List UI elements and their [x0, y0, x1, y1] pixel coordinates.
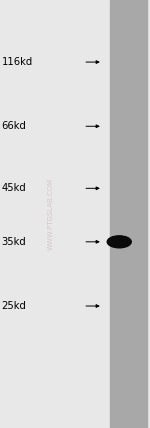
- Text: 116kd: 116kd: [2, 57, 33, 67]
- Text: 45kd: 45kd: [2, 183, 26, 193]
- Text: 25kd: 25kd: [2, 301, 26, 311]
- Text: 35kd: 35kd: [2, 237, 26, 247]
- Ellipse shape: [107, 236, 131, 248]
- Text: WWW.PTGSLAB.COM: WWW.PTGSLAB.COM: [48, 178, 54, 250]
- Bar: [110, 0, 147, 428]
- Text: 66kd: 66kd: [2, 121, 26, 131]
